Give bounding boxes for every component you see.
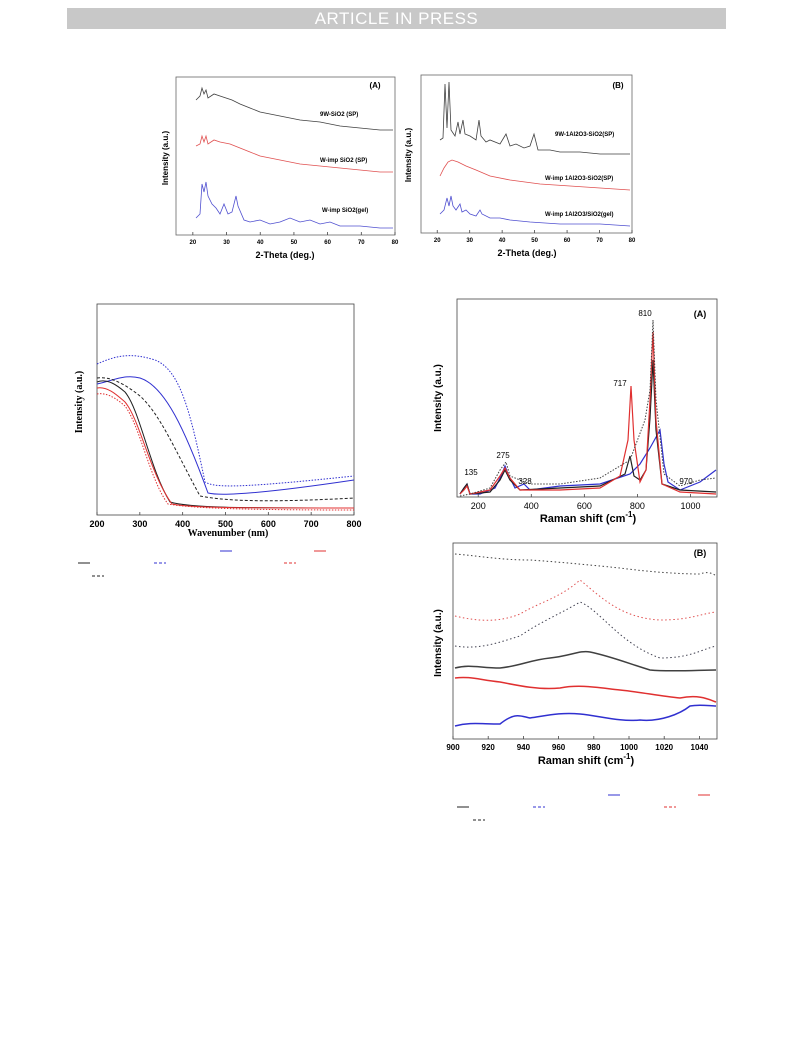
- article-in-press-banner: ARTICLE IN PRESS: [67, 8, 726, 29]
- series-label: 9W-1Al2O3-SiO2(SP): [555, 132, 614, 138]
- series-line: [454, 601, 717, 659]
- x-tick-label: 60: [324, 240, 331, 246]
- x-axis-label: Raman shift (cm-1): [538, 752, 635, 767]
- series-line: [454, 650, 717, 672]
- series-line: [96, 376, 355, 495]
- y-axis-label: Intensity (a.u.): [433, 364, 444, 432]
- y-axis-label: Intensity (a.u.): [404, 128, 413, 183]
- x-axis-label: Raman shift (cm-1): [540, 510, 637, 525]
- x-tick-label: 70: [596, 238, 603, 244]
- panel-label: (B): [612, 81, 623, 90]
- x-tick-label: 700: [304, 519, 319, 529]
- x-tick-label: 600: [261, 519, 276, 529]
- x-tick-label: 40: [257, 240, 264, 246]
- x-tick-label: 40: [499, 238, 506, 244]
- plot-frame: [175, 76, 396, 236]
- series-line: [96, 377, 355, 502]
- x-tick-label: 1040: [691, 743, 709, 752]
- plot-frame: [456, 298, 718, 498]
- x-tick-label: 200: [89, 519, 104, 529]
- panel-label: (A): [694, 309, 707, 319]
- x-tick-label: 400: [524, 501, 539, 511]
- series-line: [454, 553, 717, 577]
- x-tick-label: 1000: [680, 501, 700, 511]
- x-tick-label: 800: [346, 519, 361, 529]
- series-line: [454, 704, 717, 727]
- plot-frame: [96, 303, 355, 516]
- series-line: [96, 355, 355, 487]
- x-tick-label: 920: [482, 743, 496, 752]
- legend-fragments: [457, 794, 710, 821]
- series-line: [459, 331, 717, 495]
- series-line: [459, 319, 717, 497]
- panel-label: (B): [694, 548, 707, 558]
- panel-label: (A): [369, 81, 380, 90]
- x-tick-label: 1000: [620, 743, 638, 752]
- plot-frame: [420, 74, 633, 234]
- x-axis-label: 2-Theta (deg.): [497, 248, 556, 258]
- series-line: [459, 359, 717, 495]
- series-line: [96, 393, 355, 511]
- x-tick-label: 400: [175, 519, 190, 529]
- x-tick-label: 50: [291, 240, 298, 246]
- series-line: [454, 579, 717, 621]
- plot-frame: [452, 542, 718, 740]
- x-tick-label: 940: [517, 743, 531, 752]
- x-tick-label: 900: [446, 743, 460, 752]
- series-label: W-imp SiO2 (SP): [320, 158, 367, 164]
- x-tick-label: 30: [223, 240, 230, 246]
- x-tick-label: 60: [564, 238, 571, 244]
- y-axis-label: Intensity (a.u.): [161, 131, 170, 186]
- series-label: W-imp 1Al2O3/SiO2(gel): [545, 212, 614, 218]
- legend-fragments: [78, 550, 326, 577]
- x-tick-label: 50: [531, 238, 538, 244]
- x-tick-label: 80: [392, 240, 399, 246]
- series-line: [439, 81, 630, 155]
- series-line: [454, 676, 717, 703]
- peak-label: 717: [613, 379, 627, 388]
- x-axis-label: Wavenumber (nm): [188, 528, 269, 539]
- series-line: [195, 86, 393, 131]
- peak-label: 970: [679, 477, 693, 486]
- peak-label: 328: [518, 477, 532, 486]
- x-tick-label: 800: [630, 501, 645, 511]
- y-axis-label: Intensity (a.u.): [74, 371, 85, 434]
- x-tick-label: 960: [552, 743, 566, 752]
- series-line: [96, 380, 355, 509]
- x-tick-label: 30: [466, 238, 473, 244]
- peak-label: 135: [464, 468, 478, 477]
- series-line: [439, 195, 631, 227]
- peak-label: 275: [496, 451, 510, 460]
- series-label: W-imp SiO2(gel): [322, 208, 368, 214]
- series-label: 9W-SiO2 (SP): [320, 112, 358, 118]
- peak-label: 810: [638, 309, 652, 318]
- x-tick-label: 300: [132, 519, 147, 529]
- x-tick-label: 70: [358, 240, 365, 246]
- x-tick-label: 980: [587, 743, 601, 752]
- series-label: W-imp 1Al2O3-SiO2(SP): [545, 176, 613, 182]
- y-axis-label: Intensity (a.u.): [433, 609, 444, 677]
- x-tick-label: 600: [577, 501, 592, 511]
- series-line: [459, 428, 717, 495]
- x-axis-label: 2-Theta (deg.): [255, 250, 314, 260]
- series-line: [195, 181, 393, 229]
- x-tick-label: 20: [190, 240, 197, 246]
- x-tick-label: 1020: [655, 743, 673, 752]
- series-line: [439, 159, 631, 191]
- series-line: [195, 134, 393, 173]
- x-tick-label: 80: [629, 238, 636, 244]
- x-tick-label: 500: [218, 519, 233, 529]
- x-tick-label: 200: [471, 501, 486, 511]
- x-tick-label: 20: [434, 238, 441, 244]
- series-line: [96, 387, 355, 509]
